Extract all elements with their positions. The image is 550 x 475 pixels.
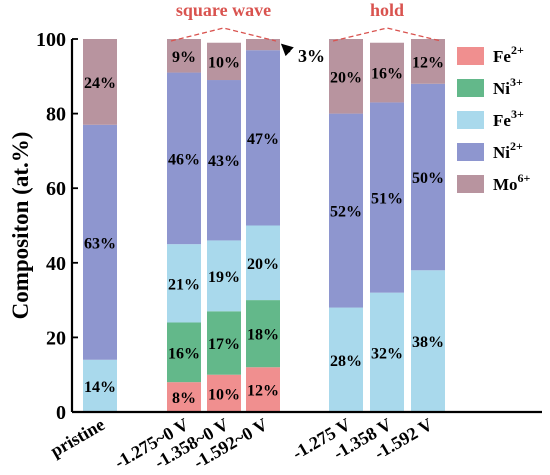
bar-ni2-1-275-v	[329, 113, 363, 308]
y-axis-title: Compositon (at.%)	[8, 132, 33, 320]
group-label-hold: hold	[370, 0, 404, 20]
bar-ni2-pristine	[83, 124, 117, 360]
legend-swatch-ni2	[457, 143, 484, 161]
bar-mo6-1-592-v	[411, 39, 445, 84]
data-label-mo6-1-358-0-v: 10%	[208, 54, 240, 71]
data-label-mo6-pristine: 24%	[84, 75, 116, 92]
data-label-mo6-1-592-v: 12%	[412, 54, 444, 71]
bar-mo6-1-592-0-v	[246, 39, 280, 51]
data-label-mo6-1-275-0-v: 9%	[172, 49, 196, 66]
y-tick-label-40: 40	[46, 253, 66, 275]
bar-fe2-1-592-0-v	[246, 367, 280, 412]
bar-ni3-1-358-0-v	[207, 311, 241, 375]
y-tick-label-80: 80	[46, 104, 66, 126]
labels-layer: 14% 63% 24% 8% 16% 21% 46% 9% 10% 17% 19% 43% 10% 12%…	[84, 43, 444, 407]
bar-fe3-pristine	[83, 359, 117, 412]
bar-fe3-1-592-v	[411, 270, 445, 412]
data-label-ni2-1-358-v: 51%	[371, 191, 403, 208]
bar-mo6-pristine	[83, 39, 117, 125]
legend-swatch-mo6	[457, 175, 484, 193]
bar-ni2-1-358-v	[370, 102, 404, 293]
legend-label-fe3: Fe3+	[493, 107, 524, 130]
data-label-fe3-pristine: 14%	[84, 379, 116, 396]
data-label-fe2-1-358-0-v: 10%	[208, 386, 240, 403]
legend: Fe2+ Ni3+ Fe3+ Ni2+ Mo6+	[457, 43, 531, 194]
bar-fe3-1-275-v	[329, 307, 363, 412]
y-tick-label-20: 20	[46, 327, 66, 349]
data-label-ni3-1-592-0-v: 18%	[247, 327, 279, 344]
data-label-ni3-1-275-0-v: 16%	[168, 345, 200, 362]
legend-label-ni3: Ni3+	[493, 75, 523, 98]
y-tick-label-60: 60	[46, 178, 66, 200]
bar-fe3-1-358-0-v	[207, 240, 241, 312]
data-label-fe3-1-358-v: 32%	[371, 345, 403, 362]
bars-layer	[83, 39, 445, 412]
legend-swatch-fe2	[457, 47, 484, 65]
legend-label-fe2: Fe2+	[493, 43, 524, 66]
bar-ni3-1-592-0-v	[246, 300, 280, 368]
group-annotations: square wave hold	[170, 0, 442, 42]
annotation-label-3: 3%	[298, 46, 325, 66]
bar-mo6-1-275-v	[329, 39, 363, 114]
data-label-ni3-1-358-0-v: 17%	[208, 336, 240, 353]
data-label-fe3-1-275-v: 28%	[330, 353, 362, 370]
bar-fe3-1-358-v	[370, 292, 404, 412]
legend-swatch-fe3	[457, 111, 484, 129]
bar-ni2-1-592-0-v	[246, 50, 280, 226]
bar-ni2-1-275-0-v	[167, 72, 201, 245]
data-label-ni2-1-592-v: 50%	[412, 170, 444, 187]
data-label-fe3-1-275-0-v: 21%	[168, 276, 200, 293]
data-label-ni2-pristine: 63%	[84, 235, 116, 252]
group-bracket-hold	[332, 27, 442, 42]
legend-label-ni2: Ni2+	[493, 139, 523, 162]
bar-mo6-1-358-0-v	[207, 42, 241, 81]
bar-mo6-1-275-0-v	[167, 39, 201, 73]
bar-fe2-1-358-0-v	[207, 374, 241, 412]
data-label-ni2-1-592-0-v: 47%	[247, 131, 279, 148]
data-label-mo6-1-358-v: 16%	[371, 66, 403, 83]
bar-fe3-1-592-0-v	[246, 225, 280, 301]
group-label-square-wave: square wave	[176, 0, 271, 20]
legend-label-mo6: Mo6+	[493, 171, 531, 194]
legend-swatch-ni3	[457, 79, 484, 97]
data-label-fe2-1-275-0-v: 8%	[172, 390, 196, 407]
data-label-mo6-1-275-v: 20%	[330, 69, 362, 86]
data-label-fe3-1-592-v: 38%	[412, 334, 444, 351]
bar-mo6-1-358-v	[370, 42, 404, 103]
data-label-fe3-1-592-0-v: 20%	[247, 256, 279, 273]
data-label-ni2-1-275-v: 52%	[330, 204, 362, 221]
data-label-ni2-1-358-0-v: 43%	[208, 153, 240, 170]
group-bracket-square-wave	[170, 27, 277, 42]
y-tick-label-100: 100	[36, 29, 66, 51]
bar-fe2-1-275-0-v	[167, 382, 201, 412]
bar-ni2-1-358-0-v	[207, 80, 241, 241]
bar-fe3-1-275-0-v	[167, 244, 201, 323]
data-label-ni2-1-275-0-v: 46%	[168, 151, 200, 168]
data-label-fe3-1-358-0-v: 19%	[208, 269, 240, 286]
bar-ni2-1-592-v	[411, 83, 445, 271]
bar-ni3-1-275-0-v	[167, 322, 201, 383]
y-tick-label-0: 0	[56, 402, 66, 424]
data-label-fe2-1-592-0-v: 12%	[247, 383, 279, 400]
annotation-arrow-3	[280, 43, 294, 57]
